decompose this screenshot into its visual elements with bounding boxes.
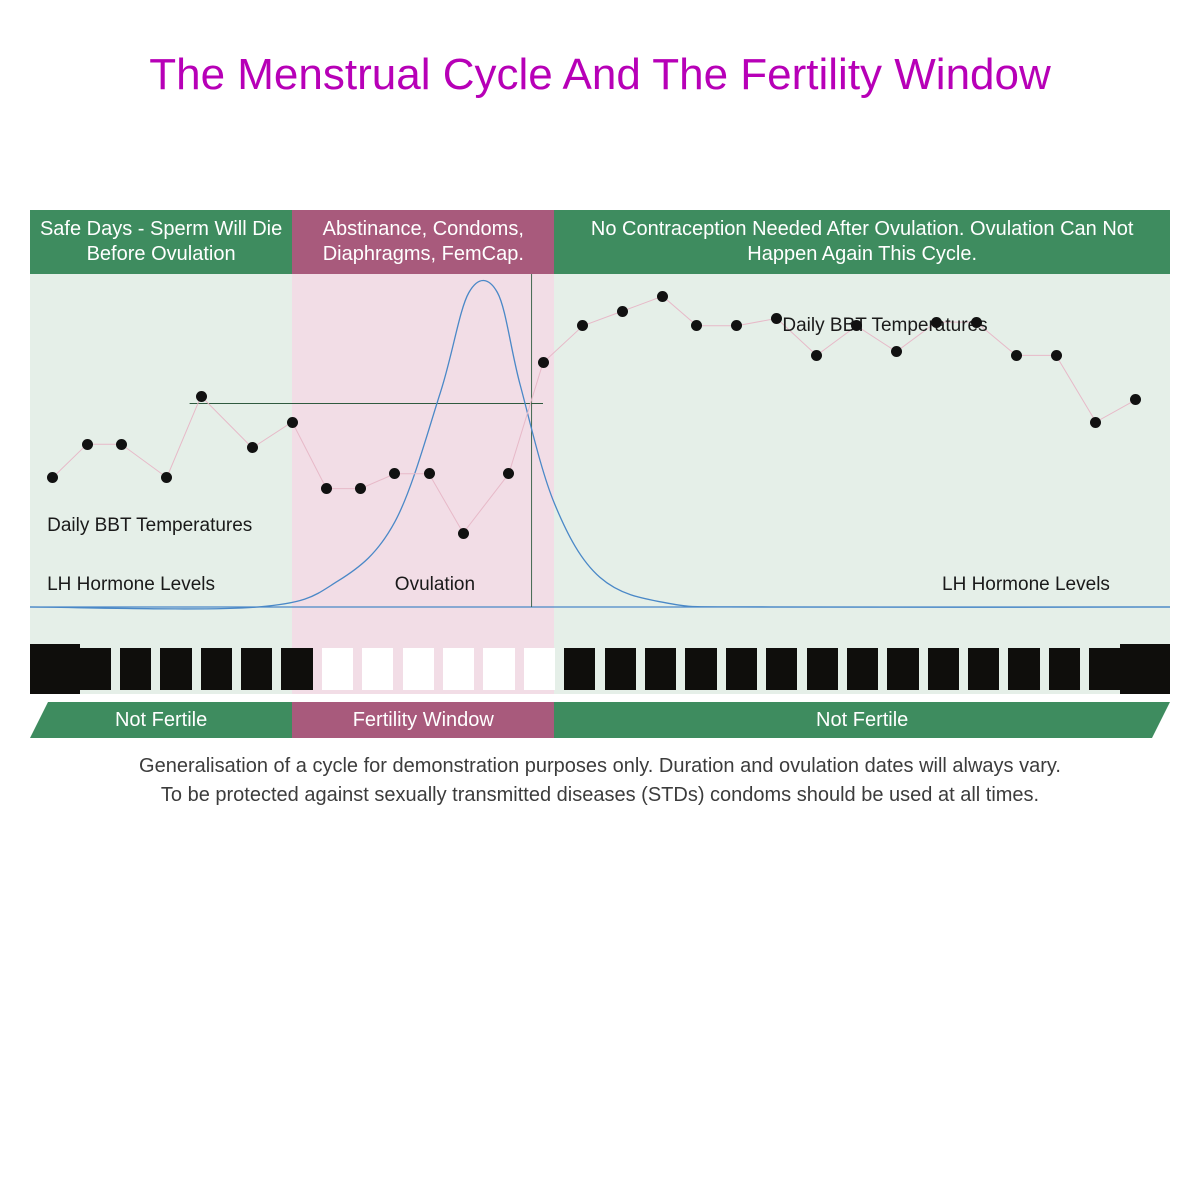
page: { "title": { "text": "The Menstrual Cycl…: [0, 0, 1200, 1200]
day-rect: [483, 648, 514, 690]
bbt-dot: [657, 291, 668, 302]
bbt-dot: [538, 357, 549, 368]
label-bbt-left: Daily BBT Temperatures: [47, 515, 252, 537]
day-rect: [968, 648, 999, 690]
day-rect: [807, 648, 838, 690]
bbt-dot: [1011, 350, 1022, 361]
top-phase-postov: No Contraception Needed After Ovulation.…: [554, 210, 1170, 274]
label-lh-right: LH Hormone Levels: [942, 574, 1110, 596]
disclaimer-line-1: Generalisation of a cycle for demonstrat…: [139, 755, 1061, 777]
top-phase-safe: Safe Days - Sperm Will Die Before Ovulat…: [30, 210, 292, 274]
bbt-dot: [1051, 350, 1062, 361]
page-title: The Menstrual Cycle And The Fertility Wi…: [30, 50, 1170, 100]
day-rect: [241, 648, 272, 690]
bbt-dot: [321, 483, 332, 494]
bottom-phase-bar: Not Fertile Fertility Window Not Fertile: [30, 702, 1170, 738]
day-rect: [685, 648, 716, 690]
day-rect: [281, 648, 312, 690]
day-rect: [1049, 648, 1080, 690]
label-ovulation: Ovulation: [395, 574, 475, 596]
bottom-phase-notfertile-2: Not Fertile: [554, 702, 1170, 738]
day-rect: [80, 648, 111, 690]
top-phase-bar: Safe Days - Sperm Will Die Before Ovulat…: [30, 210, 1170, 274]
bbt-dot: [424, 468, 435, 479]
day-rect: [928, 648, 959, 690]
bbt-dot: [931, 317, 942, 328]
day-rect: [766, 648, 797, 690]
bbt-dot: [287, 417, 298, 428]
day-rect: [887, 648, 918, 690]
label-lh-left: LH Hormone Levels: [47, 574, 215, 596]
day-rect: [1120, 644, 1170, 694]
day-rect: [524, 648, 555, 690]
bbt-dot: [458, 528, 469, 539]
day-rect: [30, 644, 80, 694]
bbt-dot: [196, 391, 207, 402]
day-rect: [726, 648, 757, 690]
chart-area: Daily BBT Temperatures Daily BBT Tempera…: [30, 274, 1170, 644]
disclaimer-line-2: To be protected against sexually transmi…: [161, 784, 1039, 806]
disclaimer: Generalisation of a cycle for demonstrat…: [30, 752, 1170, 810]
bbt-dot: [811, 350, 822, 361]
day-rect: [605, 648, 636, 690]
bbt-dot: [891, 346, 902, 357]
day-rect: [443, 648, 474, 690]
bbt-dot: [1090, 417, 1101, 428]
days-bar: [30, 644, 1170, 694]
day-rect: [1008, 648, 1039, 690]
day-rect: [403, 648, 434, 690]
bottom-phase-fertility: Fertility Window: [292, 702, 554, 738]
day-rect: [564, 648, 595, 690]
chart-panel: Safe Days - Sperm Will Die Before Ovulat…: [30, 210, 1170, 810]
bbt-dot: [771, 313, 782, 324]
label-bbt-right: Daily BBT Temperatures: [782, 315, 987, 337]
top-phase-fertile: Abstinance, Condoms, Diaphragms, FemCap.: [292, 210, 554, 274]
bbt-dot: [617, 306, 628, 317]
bottom-phase-notfertile-1: Not Fertile: [30, 702, 292, 738]
bbt-dot: [971, 317, 982, 328]
lh-curve: [30, 280, 1170, 608]
day-rect: [362, 648, 393, 690]
bbt-dot: [82, 439, 93, 450]
day-rect: [201, 648, 232, 690]
bbt-dot: [116, 439, 127, 450]
day-rect: [1089, 648, 1120, 690]
day-rect: [645, 648, 676, 690]
day-rect: [847, 648, 878, 690]
day-rect: [160, 648, 191, 690]
day-rect: [322, 648, 353, 690]
day-rect: [120, 648, 151, 690]
